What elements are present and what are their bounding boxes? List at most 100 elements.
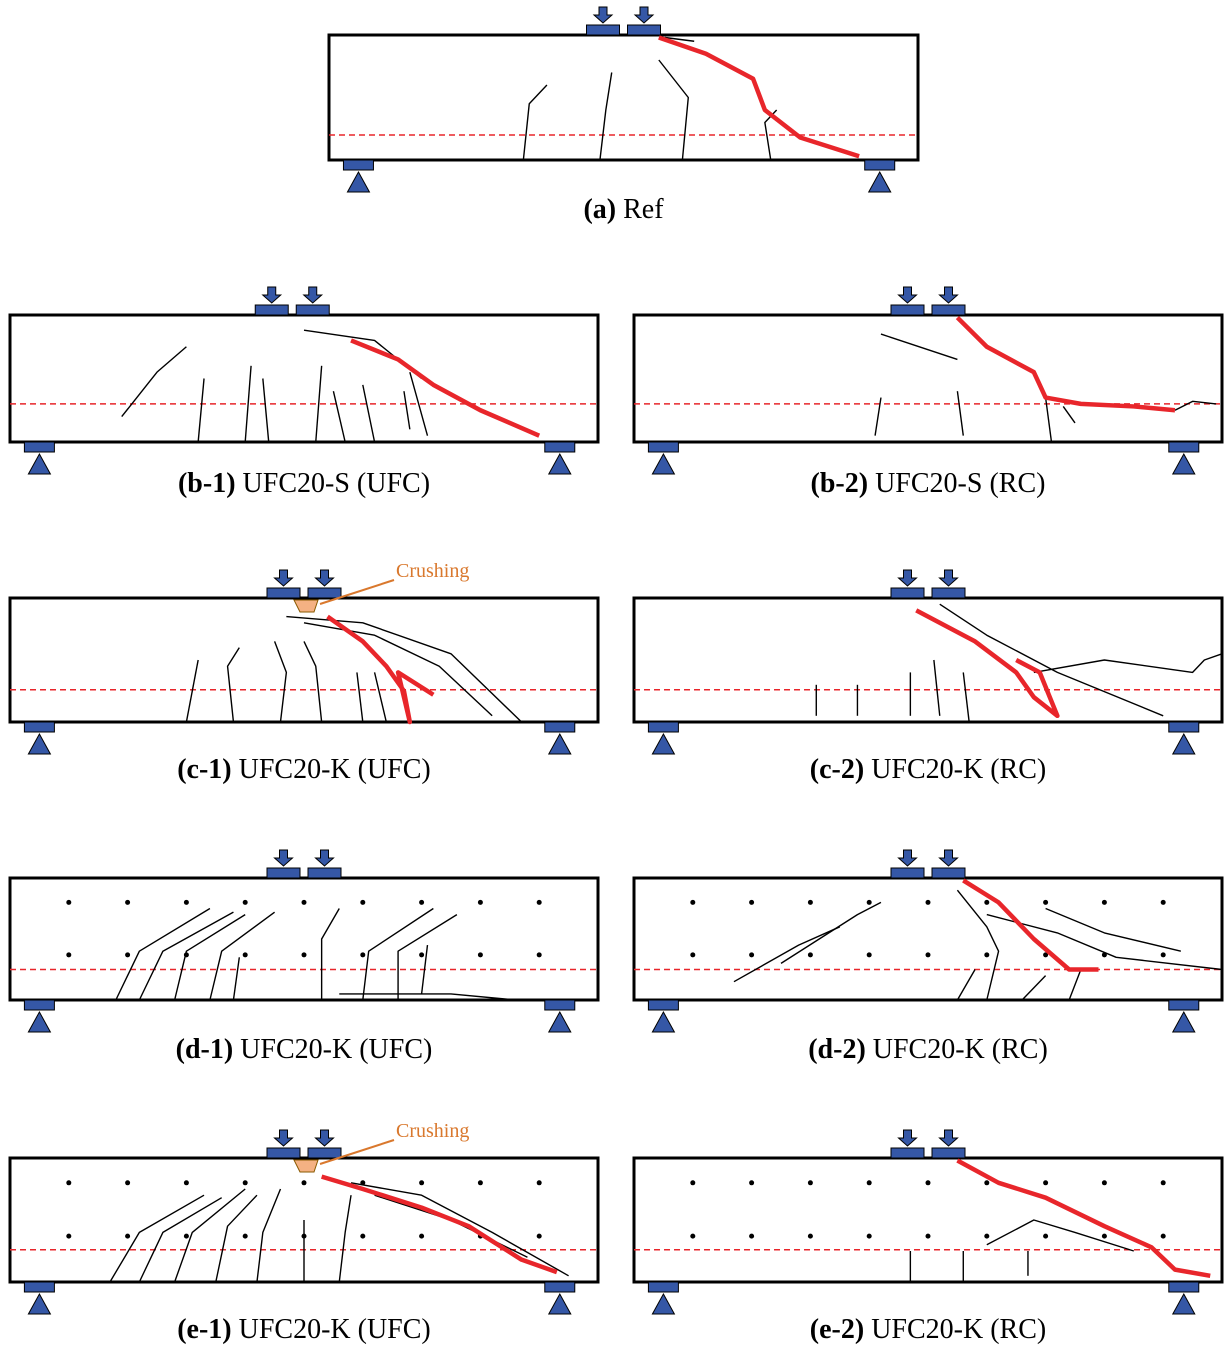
stud: [749, 952, 755, 958]
stud: [1101, 1180, 1107, 1186]
stud: [984, 952, 990, 958]
load-arrow: [314, 1129, 335, 1147]
caption-id: (c-1): [177, 754, 231, 785]
support: [651, 1292, 676, 1315]
beam: [327, 33, 920, 162]
stud: [242, 899, 248, 905]
stud: [1101, 899, 1107, 905]
stud: [1160, 1180, 1166, 1186]
crack: [332, 391, 346, 443]
caption-text: UFC20-K (UFC): [240, 1034, 432, 1065]
crack: [409, 371, 429, 436]
stud: [925, 1233, 931, 1239]
load-plate: [627, 24, 661, 36]
support-plate: [544, 1281, 576, 1293]
crack: [138, 911, 234, 1001]
main-crack: [350, 338, 541, 438]
crack: [1062, 406, 1076, 424]
crack: [939, 603, 1164, 717]
crack: [185, 659, 199, 723]
load-arrow: [273, 1129, 294, 1147]
stud: [125, 952, 131, 958]
crack: [956, 889, 1000, 1001]
crack: [362, 384, 376, 443]
crack: [303, 641, 323, 723]
support: [547, 452, 572, 475]
main-crack: [658, 35, 860, 159]
stud: [866, 1233, 872, 1239]
stud: [807, 952, 813, 958]
load-plate: [266, 587, 301, 599]
main-crack: [915, 608, 1060, 719]
load-plate: [890, 304, 925, 316]
load-plate: [266, 1147, 301, 1159]
caption-id: (b-1): [178, 468, 236, 499]
stud: [690, 1180, 696, 1186]
support-plate: [23, 1281, 55, 1293]
crack: [933, 659, 941, 716]
crushing-zone: [293, 599, 319, 613]
support-plate: [1168, 1281, 1200, 1293]
support: [27, 1292, 52, 1315]
load-plate: [254, 304, 289, 316]
caption-id: (a): [583, 194, 616, 225]
load-arrow: [273, 569, 294, 587]
stud: [1043, 952, 1049, 958]
stud: [536, 899, 542, 905]
main-crack: [320, 1174, 558, 1275]
load-plate: [890, 1147, 925, 1159]
support: [1171, 1292, 1196, 1315]
stud: [749, 1180, 755, 1186]
stud: [925, 899, 931, 905]
stud: [749, 899, 755, 905]
load-plate: [890, 587, 925, 599]
crack: [362, 907, 434, 1001]
caption: (b-1) UFC20-S (UFC): [178, 468, 430, 499]
stud: [360, 1233, 366, 1239]
crack: [962, 672, 970, 723]
stud: [536, 1180, 542, 1186]
load-arrow: [938, 1129, 959, 1147]
stud: [1043, 1233, 1049, 1239]
stud: [477, 952, 483, 958]
load-arrow: [314, 569, 335, 587]
stud: [984, 1180, 990, 1186]
support: [27, 1010, 52, 1033]
crack: [1021, 975, 1047, 1001]
main-crack: [955, 315, 1176, 413]
crack: [232, 957, 241, 1001]
stud: [690, 1233, 696, 1239]
crack: [356, 672, 364, 723]
caption-id: (e-2): [810, 1314, 864, 1345]
support-plate: [647, 721, 679, 733]
support-plate: [342, 159, 374, 171]
stud: [301, 952, 307, 958]
stud: [536, 952, 542, 958]
crack: [197, 378, 205, 443]
caption: (c-1) UFC20-K (UFC): [177, 754, 431, 785]
crack: [599, 72, 613, 161]
stud: [419, 899, 425, 905]
stud: [536, 1233, 542, 1239]
caption: (c-2) UFC20-K (RC): [810, 754, 1046, 785]
support-plate: [647, 441, 679, 453]
load-arrow: [633, 6, 655, 24]
caption-text: Ref: [623, 194, 664, 225]
support: [547, 1010, 572, 1033]
crack: [256, 1188, 282, 1283]
load-arrow: [897, 569, 918, 587]
crack: [1174, 400, 1217, 411]
stud: [984, 1233, 990, 1239]
crack: [262, 378, 270, 443]
crack: [209, 911, 276, 1001]
crack: [215, 1194, 258, 1283]
support: [651, 452, 676, 475]
stud: [477, 899, 483, 905]
stud: [66, 1233, 72, 1239]
crack: [397, 914, 458, 1000]
crack: [286, 615, 523, 723]
crack: [956, 391, 964, 436]
crack: [780, 901, 882, 964]
load-arrow: [938, 849, 959, 867]
